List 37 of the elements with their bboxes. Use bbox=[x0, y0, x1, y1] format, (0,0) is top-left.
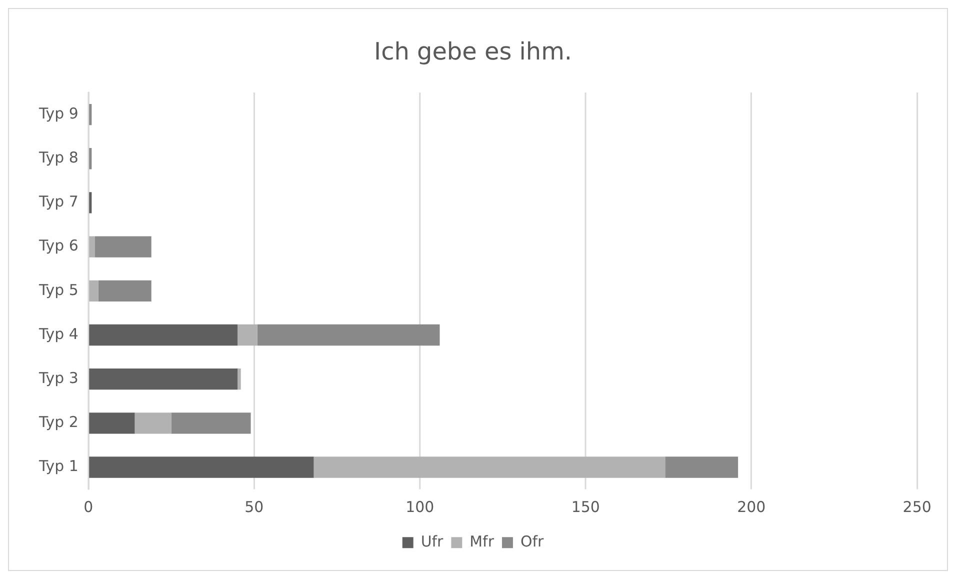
bar bbox=[89, 368, 238, 390]
bar bbox=[89, 148, 92, 170]
y-tick-label: Typ 7 bbox=[38, 192, 78, 211]
y-tick-label: Typ 6 bbox=[38, 236, 78, 255]
bar bbox=[238, 324, 258, 346]
y-tick-label: Typ 3 bbox=[38, 368, 78, 387]
bar bbox=[134, 412, 172, 434]
y-tick-label: Typ 9 bbox=[38, 104, 78, 122]
x-tick-label: 150 bbox=[571, 498, 600, 516]
bar bbox=[98, 280, 152, 302]
legend-label: Ufr bbox=[420, 532, 444, 550]
bar bbox=[89, 192, 92, 214]
bar bbox=[665, 456, 738, 478]
y-tick-label: Typ 4 bbox=[38, 324, 78, 343]
y-tick-label: Typ 2 bbox=[38, 413, 78, 432]
x-tick-label: 50 bbox=[244, 498, 264, 516]
bar bbox=[94, 236, 152, 258]
x-tick-label: 0 bbox=[84, 498, 94, 516]
x-tick-label: 200 bbox=[737, 498, 766, 516]
bar bbox=[89, 456, 314, 478]
bar bbox=[89, 104, 92, 126]
x-tick-label: 100 bbox=[406, 498, 434, 516]
bar bbox=[89, 412, 135, 434]
legend-label: Mfr bbox=[470, 532, 495, 550]
bar bbox=[89, 324, 238, 346]
x-tick-label: 250 bbox=[902, 498, 932, 516]
bar bbox=[238, 368, 241, 390]
y-tick-label: Typ 8 bbox=[38, 148, 78, 167]
bar bbox=[314, 456, 666, 478]
bar bbox=[257, 324, 440, 346]
y-tick-label: Typ 5 bbox=[38, 280, 78, 299]
bar bbox=[89, 280, 98, 302]
y-tick-label: Typ 1 bbox=[38, 457, 78, 476]
chart-title: Ich gebe es ihm. bbox=[374, 37, 572, 66]
bar bbox=[171, 412, 251, 434]
bar bbox=[89, 236, 95, 258]
legend-label: Ofr bbox=[520, 532, 544, 550]
